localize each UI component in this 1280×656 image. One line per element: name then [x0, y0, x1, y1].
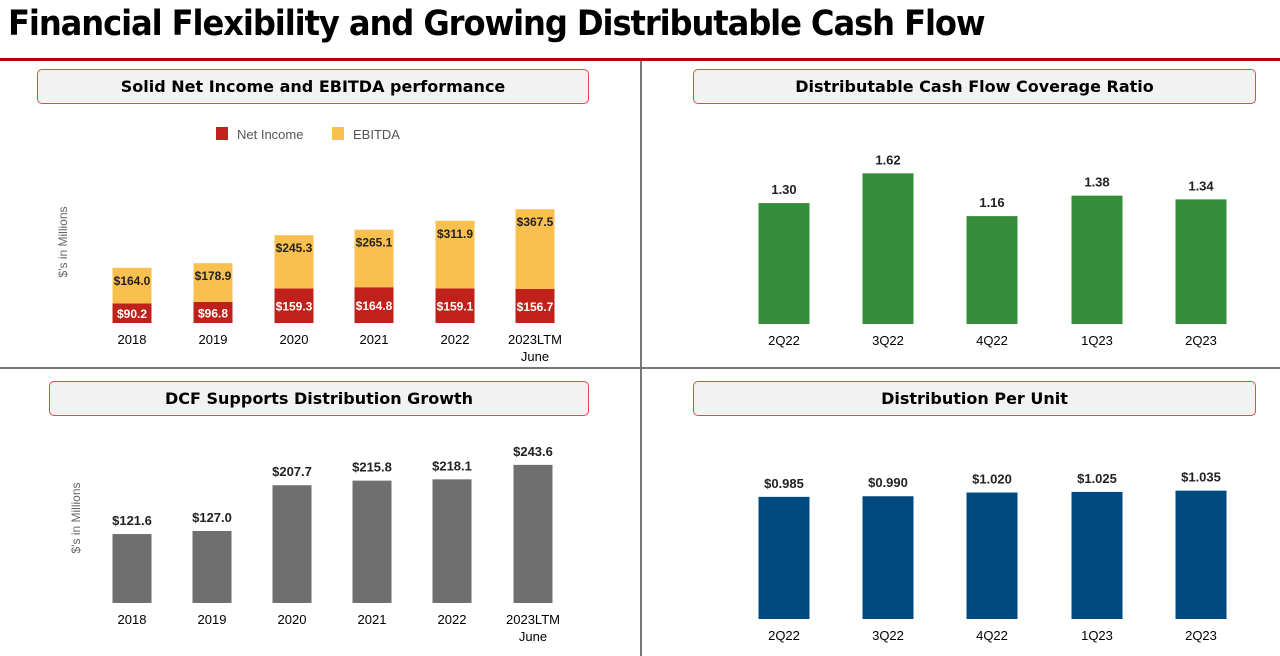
panel-title-net-income-ebitda: Solid Net Income and EBITDA performance: [37, 69, 589, 104]
data-label-ebitda: $311.9: [437, 227, 473, 241]
legend-label-net-income: Net Income: [237, 127, 303, 142]
bar: [1175, 490, 1227, 619]
data-label-net-income: $159.1: [437, 300, 474, 314]
x-tick-label: 2Q22: [768, 628, 800, 643]
bar: [758, 203, 810, 324]
bar: [758, 496, 810, 619]
x-tick-label: 2020: [278, 612, 307, 627]
bar-net-income: [354, 287, 394, 323]
title-rule: [0, 58, 1280, 61]
bar-net-income: [515, 288, 555, 323]
x-tick-label: 3Q22: [872, 628, 904, 643]
data-label: 1.62: [875, 152, 900, 167]
data-label: 1.16: [979, 195, 1004, 210]
panel-title-coverage-ratio: Distributable Cash Flow Coverage Ratio: [693, 69, 1256, 104]
data-label: $243.6: [513, 444, 553, 459]
data-label-net-income: $159.3: [276, 300, 313, 314]
data-label: $0.990: [868, 475, 908, 490]
x-tick-label: 2023LTM: [508, 332, 562, 347]
x-tick-label: 2Q22: [768, 333, 800, 348]
data-label-ebitda: $178.9: [195, 269, 232, 283]
data-label: $127.0: [192, 510, 232, 525]
legend-label-ebitda: EBITDA: [353, 127, 400, 142]
data-label: 1.34: [1188, 178, 1214, 193]
bar-ebitda: [112, 267, 152, 304]
horizontal-divider: [0, 367, 1280, 369]
panel-title-distribution: Distribution Per Unit: [693, 381, 1256, 416]
bar: [966, 492, 1018, 619]
x-tick-label: 1Q23: [1081, 628, 1113, 643]
bar-ebitda: [274, 235, 314, 289]
bar: [1071, 195, 1123, 324]
data-label-net-income: $90.2: [117, 307, 147, 321]
bar-net-income: [435, 288, 475, 323]
data-label: $1.020: [972, 472, 1012, 487]
x-tick-label: 2021: [360, 332, 389, 347]
page-title: Financial Flexibility and Growing Distri…: [8, 4, 986, 44]
data-label: $121.6: [112, 513, 152, 528]
bar: [1071, 491, 1123, 619]
data-label: $215.8: [352, 460, 392, 475]
data-label: $207.7: [272, 464, 312, 479]
bar: [1175, 199, 1227, 324]
x-tick-label: 2020: [280, 332, 309, 347]
x-tick-label: 2021: [358, 612, 387, 627]
bar-ebitda: [515, 209, 555, 289]
data-label: 1.30: [771, 182, 796, 197]
data-label-ebitda: $164.0: [114, 274, 151, 288]
y-axis-label: $'s in Millions: [69, 483, 83, 554]
bar-ebitda: [354, 229, 394, 288]
data-label-ebitda: $265.1: [356, 236, 393, 250]
data-label-net-income: $96.8: [198, 306, 228, 320]
x-tick-label: 2023LTM: [506, 612, 560, 627]
x-tick-label: June: [521, 349, 549, 364]
legend-swatch-ebitda: [332, 127, 344, 140]
x-tick-label: 2Q23: [1185, 628, 1217, 643]
x-tick-label: 1Q23: [1081, 333, 1113, 348]
data-label-ebitda: $367.5: [517, 215, 554, 229]
bar-net-income: [193, 301, 233, 323]
data-label: $218.1: [432, 458, 472, 473]
vertical-divider: [640, 61, 642, 656]
data-label: 1.38: [1084, 175, 1109, 190]
x-tick-label: 2022: [441, 332, 470, 347]
bar: [513, 464, 553, 603]
x-tick-label: 4Q22: [976, 333, 1008, 348]
data-label-net-income: $156.7: [517, 300, 554, 314]
data-label-net-income: $164.8: [356, 299, 393, 313]
x-tick-label: 2018: [118, 332, 147, 347]
data-label-ebitda: $245.3: [276, 241, 313, 255]
bar: [966, 216, 1018, 324]
x-tick-label: 2019: [199, 332, 228, 347]
x-tick-label: June: [519, 629, 547, 644]
x-tick-label: 3Q22: [872, 333, 904, 348]
bar: [432, 479, 472, 603]
x-tick-label: 2022: [438, 612, 467, 627]
x-tick-label: 2019: [198, 612, 227, 627]
bar: [272, 485, 312, 603]
x-tick-label: 2018: [118, 612, 147, 627]
bar-net-income: [274, 288, 314, 323]
bar: [192, 530, 232, 603]
bar-ebitda: [193, 263, 233, 302]
legend-swatch-net-income: [216, 127, 228, 140]
bar: [862, 173, 914, 324]
panel-title-dcf: DCF Supports Distribution Growth: [49, 381, 589, 416]
y-axis-label: $'s in Millions: [56, 207, 70, 278]
data-label: $1.025: [1077, 471, 1117, 486]
bar: [862, 496, 914, 619]
bar: [112, 534, 152, 603]
data-label: $1.035: [1181, 470, 1221, 485]
bar: [352, 480, 392, 603]
bar-ebitda: [435, 220, 475, 289]
x-tick-label: 2Q23: [1185, 333, 1217, 348]
bar-net-income: [112, 303, 152, 323]
x-tick-label: 4Q22: [976, 628, 1008, 643]
data-label: $0.985: [764, 476, 804, 491]
